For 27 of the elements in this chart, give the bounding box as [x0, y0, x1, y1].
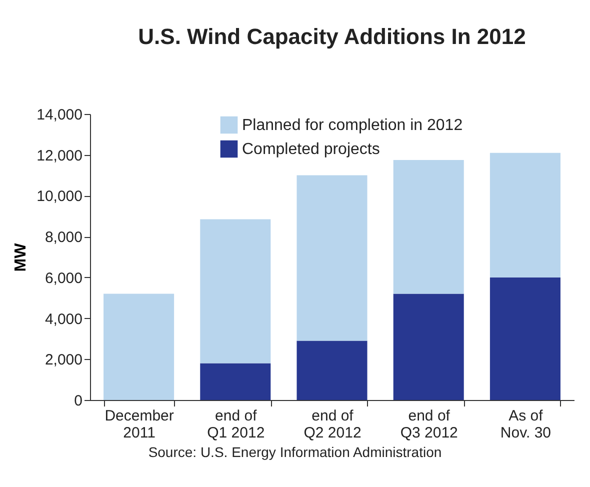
x-tick-label: As of Nov. 30 — [500, 408, 552, 442]
source-note: Source: U.S. Energy Information Administration — [147, 444, 443, 460]
bar — [104, 294, 174, 400]
bar — [393, 294, 464, 400]
bar — [296, 175, 368, 341]
legend-label: Planned for completion in 2012 — [242, 117, 463, 134]
bar — [200, 219, 271, 364]
x-tick-label: end of Q2 2012 — [304, 408, 362, 442]
y-axis-title: MW — [12, 242, 30, 272]
y-tick-label: 8,000 — [44, 229, 82, 246]
bar — [296, 340, 368, 400]
y-tick-label: 10,000 — [36, 188, 82, 206]
y-tick-label: 12,000 — [36, 147, 82, 164]
chart-title: U.S. Wind Capacity Additions In 2012 — [138, 24, 526, 49]
x-tick-label: end of Q3 2012 — [400, 408, 458, 442]
bar — [490, 277, 560, 400]
x-tick-label: December 2011 — [104, 408, 174, 442]
y-tick-label: 4,000 — [44, 310, 82, 328]
y-tick-label: 6,000 — [44, 270, 82, 287]
bar — [490, 152, 560, 278]
bar — [393, 160, 464, 294]
x-tick-label: end of Q1 2012 — [207, 408, 265, 442]
y-tick-label: 14,000 — [36, 106, 82, 124]
bar — [200, 363, 271, 400]
y-tick-label: 0 — [74, 392, 82, 410]
legend-label: Completed projects — [242, 141, 380, 158]
y-tick-label: 2,000 — [44, 352, 82, 369]
